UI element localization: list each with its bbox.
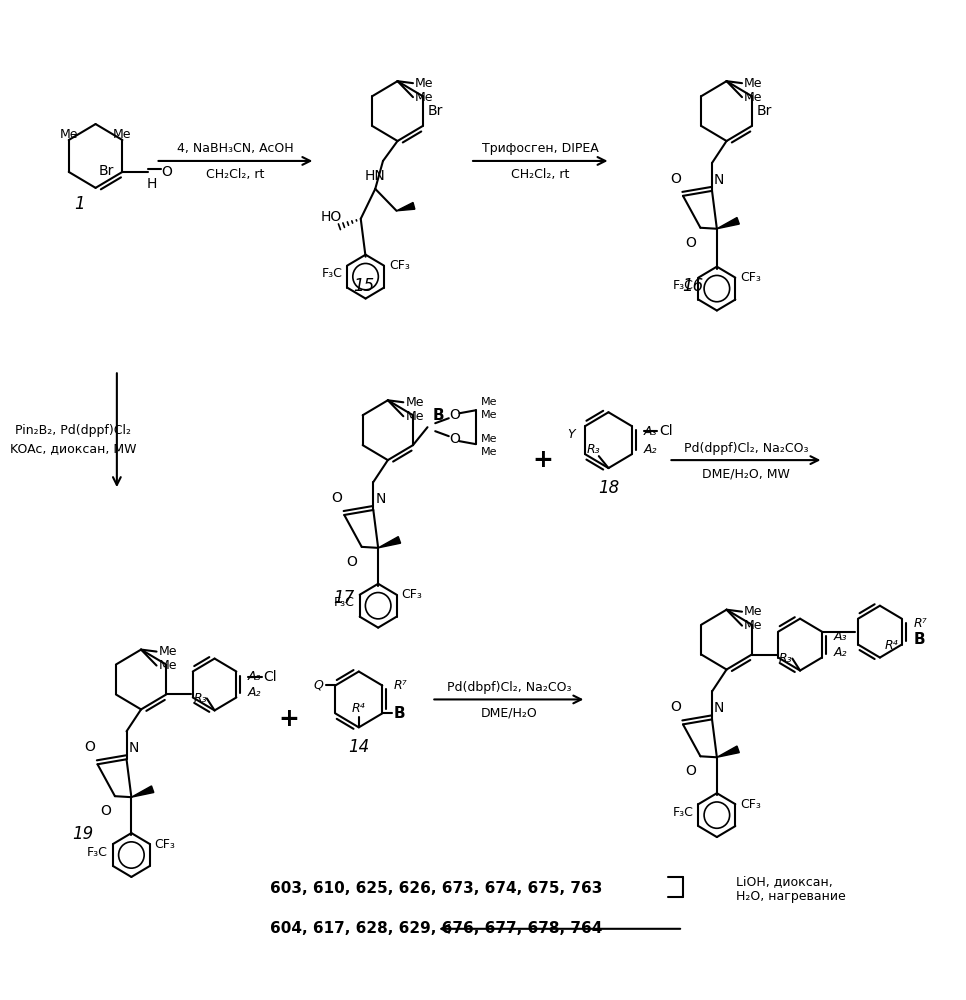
Text: 17: 17 [333,589,355,607]
Text: N: N [714,173,724,187]
Text: KOAc, диоксан, MW: KOAc, диоксан, MW [10,442,136,455]
Text: Pin₂B₂, Pd(dppf)Cl₂: Pin₂B₂, Pd(dppf)Cl₂ [15,424,131,437]
Polygon shape [131,786,154,797]
Text: 14: 14 [348,738,369,756]
Text: A₂: A₂ [834,646,847,659]
Text: Br: Br [428,104,442,118]
Polygon shape [717,217,739,229]
Text: Br: Br [99,164,114,178]
Text: +: + [532,448,554,472]
Text: Me: Me [415,91,434,104]
Text: A₂: A₂ [248,686,262,699]
Text: Cl: Cl [659,424,672,438]
Text: LiOH, диоксан,
H₂O, нагревание: LiOH, диоксан, H₂O, нагревание [736,875,846,903]
Text: CH₂Cl₂, rt: CH₂Cl₂, rt [206,168,265,181]
Text: A₃: A₃ [643,425,657,438]
Text: O: O [347,555,357,569]
Text: A₂: A₂ [643,443,657,456]
Text: Me: Me [113,128,131,141]
Text: O: O [669,700,681,714]
Text: O: O [449,408,460,422]
Text: O: O [685,236,696,250]
Text: R⁴: R⁴ [885,639,898,652]
Text: 1: 1 [74,195,85,213]
Text: Me: Me [481,447,497,457]
Text: O: O [331,491,342,505]
Text: CF₃: CF₃ [155,838,176,851]
Text: Me: Me [744,77,762,90]
Text: Me: Me [481,397,497,407]
Text: HN: HN [365,169,385,183]
Text: CF₃: CF₃ [740,271,761,284]
Text: R₃: R₃ [193,692,207,705]
Text: Me: Me [158,659,177,672]
Text: O: O [685,764,696,778]
Text: B: B [913,632,925,647]
Text: Me: Me [406,410,424,423]
Text: CF₃: CF₃ [402,588,422,601]
Text: F₃C: F₃C [87,846,108,859]
Text: DME/H₂O: DME/H₂O [480,707,537,720]
Text: 15: 15 [353,277,374,295]
Text: Трифосген, DIPEA: Трифосген, DIPEA [482,142,599,155]
Text: F₃C: F₃C [334,596,355,609]
Text: DME/H₂O, MW: DME/H₂O, MW [702,468,790,481]
Text: A₃: A₃ [248,670,262,683]
Text: Me: Me [415,77,434,90]
Text: Me: Me [744,619,762,632]
Text: R₃: R₃ [779,652,792,665]
Text: Y: Y [568,428,576,441]
Text: F₃C: F₃C [322,267,342,280]
Text: N: N [375,492,385,506]
Text: CF₃: CF₃ [389,259,410,272]
Text: A₃: A₃ [834,630,847,643]
Text: B: B [394,706,406,721]
Text: O: O [84,740,96,754]
Text: 604, 617, 628, 629, 676, 677, 678, 764: 604, 617, 628, 629, 676, 677, 678, 764 [270,921,603,936]
Text: R⁴: R⁴ [352,702,365,715]
Polygon shape [717,746,739,757]
Text: 16: 16 [682,277,703,295]
Text: H: H [146,177,156,191]
Text: Q: Q [314,679,324,692]
Text: +: + [278,707,299,731]
Text: Me: Me [744,605,762,618]
Text: 603, 610, 625, 626, 673, 674, 675, 763: 603, 610, 625, 626, 673, 674, 675, 763 [270,881,603,896]
Text: O: O [449,432,460,446]
Text: Me: Me [744,91,762,104]
Text: B: B [433,408,444,423]
Text: CH₂Cl₂, rt: CH₂Cl₂, rt [511,168,569,181]
Polygon shape [396,202,414,211]
Text: Me: Me [481,434,497,444]
Text: O: O [669,172,681,186]
Text: R⁷: R⁷ [394,679,408,692]
Text: Me: Me [481,410,497,420]
Text: Pd(dppf)Cl₂, Na₂CO₃: Pd(dppf)Cl₂, Na₂CO₃ [684,442,809,455]
Text: Br: Br [756,104,772,118]
Text: R⁷: R⁷ [913,617,927,630]
Polygon shape [378,537,401,548]
Text: N: N [714,701,724,715]
Text: O: O [161,165,172,179]
Text: 4, NaBH₃CN, AcOH: 4, NaBH₃CN, AcOH [177,142,294,155]
Text: Me: Me [158,645,177,658]
Text: Me: Me [406,396,424,409]
Text: CF₃: CF₃ [740,798,761,811]
Text: O: O [99,804,111,818]
Text: F₃C: F₃C [672,279,694,292]
Text: F₃C: F₃C [672,806,694,819]
Text: HO: HO [320,210,341,224]
Text: Cl: Cl [264,670,277,684]
Text: 19: 19 [72,825,94,843]
Text: N: N [128,741,139,755]
Text: 18: 18 [598,479,619,497]
Text: Pd(dbpf)Cl₂, Na₂CO₃: Pd(dbpf)Cl₂, Na₂CO₃ [446,681,571,694]
Text: Me: Me [60,128,78,141]
Text: R₃: R₃ [587,443,601,456]
